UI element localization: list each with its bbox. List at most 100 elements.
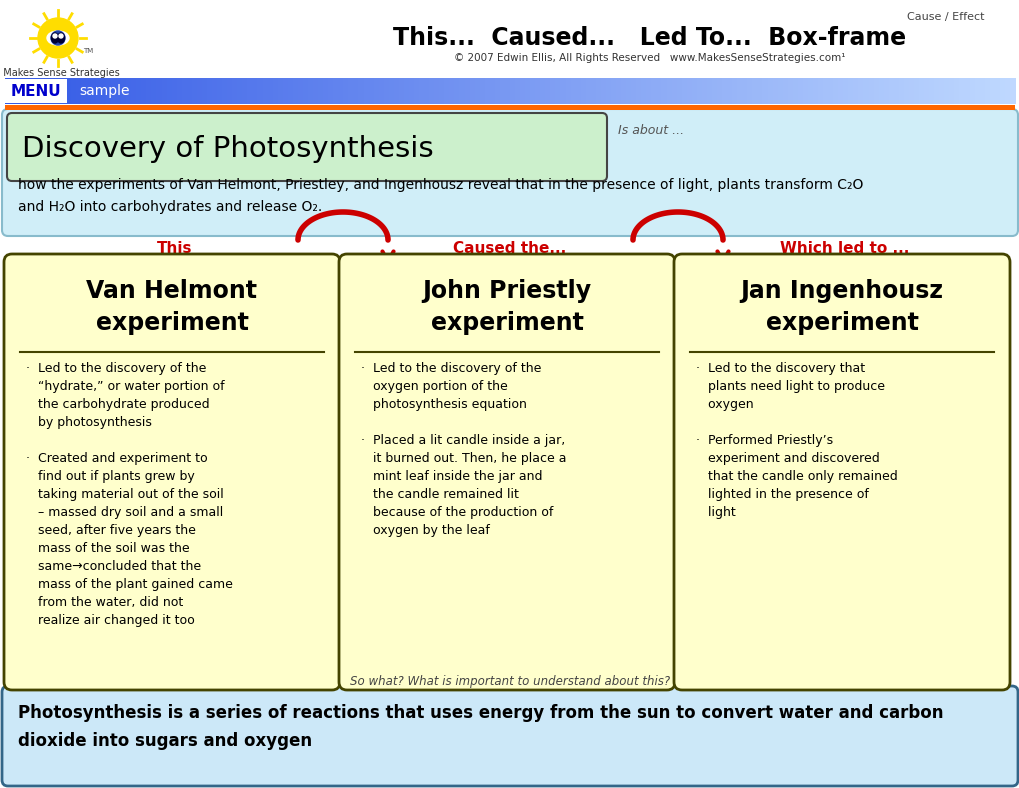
Bar <box>888 78 894 104</box>
FancyBboxPatch shape <box>7 113 606 181</box>
Bar <box>484 78 490 104</box>
Bar <box>520 78 526 104</box>
Circle shape <box>59 34 63 38</box>
Bar <box>600 78 606 104</box>
Bar <box>237 78 244 104</box>
Bar <box>882 78 889 104</box>
Bar <box>70 78 76 104</box>
Bar <box>525 78 531 104</box>
Bar <box>716 78 722 104</box>
Bar <box>232 78 238 104</box>
Bar <box>186 78 193 104</box>
Bar <box>298 78 304 104</box>
Bar <box>727 78 733 104</box>
Bar <box>853 78 859 104</box>
Bar <box>363 78 369 104</box>
Ellipse shape <box>47 31 69 45</box>
Bar <box>409 78 415 104</box>
Bar <box>721 78 728 104</box>
Bar <box>479 78 485 104</box>
Bar <box>434 78 440 104</box>
Bar <box>25 78 32 104</box>
Bar <box>964 78 970 104</box>
Bar <box>207 78 213 104</box>
Bar <box>36 78 42 104</box>
Bar <box>812 78 818 104</box>
Bar <box>807 78 813 104</box>
Bar <box>328 78 334 104</box>
Bar <box>661 78 666 104</box>
Bar <box>983 78 989 104</box>
Ellipse shape <box>57 33 64 43</box>
Bar <box>802 78 808 104</box>
Bar <box>121 78 127 104</box>
Bar <box>933 78 940 104</box>
Bar <box>469 78 475 104</box>
Text: how the experiments of Van Helmont, Priestley, and Ingenhousz reveal that in the: how the experiments of Van Helmont, Prie… <box>18 178 862 214</box>
Bar <box>580 78 586 104</box>
Bar <box>41 78 46 104</box>
Bar <box>176 78 182 104</box>
Bar <box>988 78 995 104</box>
Bar <box>388 78 394 104</box>
Text: Photosynthesis is a series of reactions that uses energy from the sun to convert: Photosynthesis is a series of reactions … <box>18 704 943 750</box>
Text: , Makes Sense Strategies: , Makes Sense Strategies <box>0 68 119 78</box>
FancyBboxPatch shape <box>2 109 1017 236</box>
Bar <box>706 78 712 104</box>
Bar <box>46 78 51 104</box>
Bar <box>55 78 61 104</box>
Bar <box>131 78 138 104</box>
Bar <box>499 78 505 104</box>
Bar <box>181 78 187 104</box>
Bar <box>489 78 495 104</box>
Bar <box>439 78 445 104</box>
Bar <box>822 78 828 104</box>
Bar <box>333 78 339 104</box>
Bar <box>313 78 319 104</box>
Bar <box>782 78 788 104</box>
Bar <box>646 78 652 104</box>
Bar <box>903 78 909 104</box>
Bar <box>106 78 112 104</box>
Bar <box>368 78 374 104</box>
Bar <box>923 78 929 104</box>
Bar <box>615 78 622 104</box>
Bar <box>752 78 758 104</box>
Ellipse shape <box>51 33 58 43</box>
Bar <box>96 78 102 104</box>
Bar <box>449 78 455 104</box>
Bar <box>913 78 919 104</box>
Bar <box>973 78 979 104</box>
Text: Caused the...: Caused the... <box>452 240 567 255</box>
Bar <box>949 78 955 104</box>
Bar <box>944 78 950 104</box>
Circle shape <box>38 18 77 58</box>
Bar <box>424 78 430 104</box>
Bar <box>161 78 167 104</box>
Bar <box>303 78 309 104</box>
Bar <box>771 78 777 104</box>
Text: ·  Led to the discovery that
   plants need light to produce
   oxygen

·  Perfo: · Led to the discovery that plants need … <box>695 362 897 519</box>
Bar <box>530 78 536 104</box>
Bar <box>222 78 228 104</box>
Bar <box>757 78 763 104</box>
Text: Cause / Effect: Cause / Effect <box>907 12 984 22</box>
Bar <box>999 78 1005 104</box>
Bar <box>978 78 984 104</box>
Bar <box>776 78 783 104</box>
Bar <box>197 78 203 104</box>
Bar <box>954 78 960 104</box>
Bar <box>711 78 717 104</box>
Bar <box>540 78 546 104</box>
Bar <box>621 78 627 104</box>
Bar <box>262 78 268 104</box>
Bar <box>243 78 249 104</box>
Bar <box>701 78 707 104</box>
Text: ·  Led to the discovery of the
   oxygen portion of the
   photosynthesis equati: · Led to the discovery of the oxygen por… <box>361 362 566 537</box>
Bar <box>494 78 500 104</box>
Bar <box>691 78 697 104</box>
Text: sample: sample <box>79 84 130 98</box>
Bar <box>817 78 823 104</box>
Text: TM: TM <box>83 48 93 54</box>
Bar <box>318 78 324 104</box>
